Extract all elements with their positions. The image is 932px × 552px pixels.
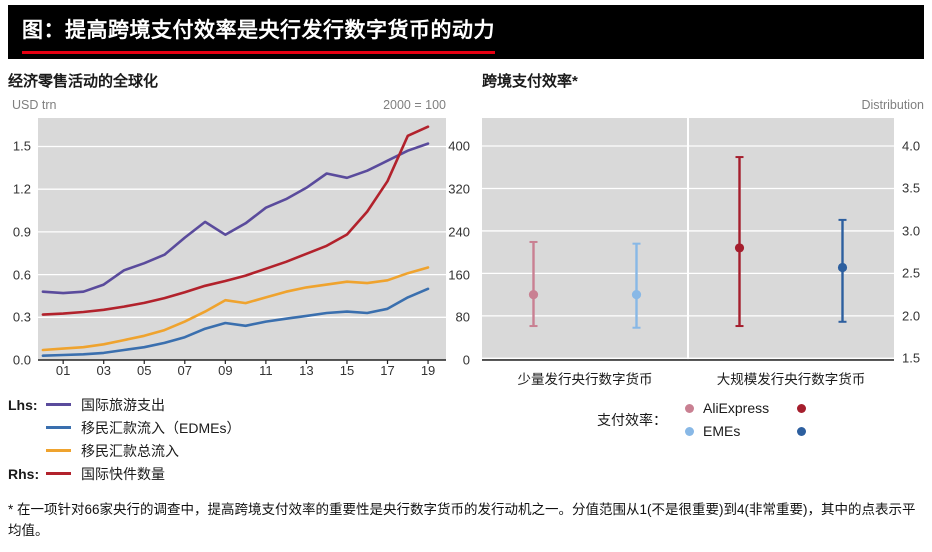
dist-chart-svg <box>482 118 894 361</box>
y-tick-label: 320 <box>448 181 470 197</box>
legend-dot-light <box>684 426 694 436</box>
y-tick-label: 1.2 <box>12 181 31 197</box>
x-tick-label: 07 <box>177 363 193 378</box>
y-tick-label: 0.9 <box>12 224 31 240</box>
x-tick-label: 01 <box>55 363 71 378</box>
legend-line-swatch <box>46 449 71 452</box>
dist-chart-section: 跨境支付效率* Distribution 4.0 3.5 3.0 2.5 2.0 1.5 … <box>482 70 924 439</box>
legend-item: Lhs: 国际旅游支出 <box>8 393 472 416</box>
line-plot-area <box>38 118 446 364</box>
group-label: 大规模发行央行数字货币 <box>716 372 866 387</box>
right-chart-title: 跨境支付效率* <box>482 73 578 90</box>
x-tick-label: 15 <box>339 363 355 378</box>
y-tick-label: 240 <box>448 224 470 240</box>
left-chart-axis-units: USD trn 2000 = 100 <box>8 98 472 114</box>
line-chart-section: 经济零售活动的全球化 USD trn 2000 = 100 1.5 1.2 0.9 0… <box>8 70 472 485</box>
x-tick-label: 17 <box>380 363 395 378</box>
footnote: * 在一项针对66家央行的调查中，提高跨境支付效率的重要性是央行数字货币的发行动… <box>8 502 916 538</box>
x-tick-label: 05 <box>137 363 152 378</box>
x-tick-label: 11 <box>259 363 273 378</box>
right-y-axis-ticks: 400 320 240 160 80 0 <box>446 118 472 367</box>
line-plot-row: 1.5 1.2 0.9 0.6 0.3 0.0 400 320 240 160 80 0 <box>8 118 472 367</box>
line-chart-svg <box>38 125 446 364</box>
x-tick-label: 03 <box>96 363 111 378</box>
dist-plot-area <box>482 118 894 361</box>
legend-label: 国际旅游支出 <box>81 396 165 413</box>
legend-line-swatch <box>46 426 71 429</box>
group-label: 少量发行央行数字货币 <box>517 372 653 387</box>
x-tick-label: 19 <box>420 363 436 378</box>
y-tick-label: 80 <box>455 309 470 325</box>
dist-y-axis-ticks: 4.0 3.5 3.0 2.5 2.0 1.5 <box>894 118 924 365</box>
y-tick-label: 160 <box>448 267 470 283</box>
dist-plot-row: 4.0 3.5 3.0 2.5 2.0 1.5 <box>482 118 924 365</box>
dist-group-labels: 少量发行央行数字货币 大规模发行央行数字货币 <box>482 368 894 388</box>
y-tick-label: 2.5 <box>902 265 921 281</box>
x-tick-label: 09 <box>218 363 233 378</box>
left-chart-title: 经济零售活动的全球化 <box>8 73 159 90</box>
line-chart-legend: Lhs: 国际旅游支出移民汇款流入（EDMEs） 移民汇款总流入 Rhs: 国际快件数量 <box>8 393 472 485</box>
y-tick-label: 4.0 <box>902 138 921 154</box>
x-axis-ticks: 01 03 05 07 09 11 13 15 17 19 <box>38 360 446 378</box>
y-tick-label: 0.6 <box>12 267 31 283</box>
dist-chart-axis-units: Distribution <box>482 98 924 114</box>
title-bar: 图：提高跨境支付效率是央行发行数字货币的动力 <box>8 5 924 59</box>
charts-row: 经济零售活动的全球化 USD trn 2000 = 100 1.5 1.2 0.9 0… <box>8 70 924 485</box>
left-y-axis-ticks: 1.5 1.2 0.9 0.6 0.3 0.0 <box>8 118 38 367</box>
legend-dot-dark <box>796 426 806 436</box>
y-tick-label: 1.5 <box>902 350 921 366</box>
page-title: 图：提高跨境支付效率是央行发行数字货币的动力 <box>22 14 495 54</box>
legend-line-swatch <box>46 472 71 475</box>
payment-legend-label: AliExpress <box>703 400 770 416</box>
y-tick-label: 0.0 <box>12 352 31 368</box>
legend-dot-light <box>684 403 694 413</box>
payment-legend: 支付效率： AliExpress EMEs <box>482 400 924 439</box>
y-tick-label: 400 <box>448 138 470 154</box>
y-tick-label: 0 <box>462 352 470 368</box>
legend-item: 移民汇款流入（EDMEs） <box>8 416 472 439</box>
payment-legend-row: EMEs <box>681 423 809 439</box>
payment-legend-label: EMEs <box>703 423 741 439</box>
legend-item: 移民汇款总流入 <box>8 439 472 462</box>
payment-legend-title: 支付效率： <box>597 411 667 428</box>
page: 图：提高跨境支付效率是央行发行数字货币的动力 经济零售活动的全球化 USD tr… <box>8 5 924 542</box>
y-tick-label: 3.5 <box>902 180 921 196</box>
y-tick-label: 1.5 <box>12 138 31 154</box>
y-tick-label: 2.0 <box>902 308 921 324</box>
legend-label: 移民汇款流入（EDMEs） <box>81 419 241 436</box>
right-axis-unit-label: 2000 = 100 <box>383 98 446 112</box>
legend-item: Rhs: 国际快件数量 <box>8 462 472 485</box>
left-axis-unit-label: USD trn <box>12 98 57 112</box>
distribution-axis-label: Distribution <box>861 98 924 112</box>
payment-legend-row: AliExpress <box>681 400 809 416</box>
legend-axis-prefix: Lhs: <box>8 396 38 413</box>
legend-dot-dark <box>796 403 806 413</box>
legend-label: 国际快件数量 <box>81 465 165 482</box>
legend-axis-prefix: Rhs: <box>8 465 40 482</box>
legend-label: 移民汇款总流入 <box>81 442 179 459</box>
legend-line-swatch <box>46 403 71 406</box>
y-tick-label: 3.0 <box>902 223 921 239</box>
y-tick-label: 0.3 <box>12 309 31 325</box>
payment-legend-rows: AliExpress EMEs <box>681 400 809 439</box>
x-tick-label: 13 <box>299 363 314 378</box>
